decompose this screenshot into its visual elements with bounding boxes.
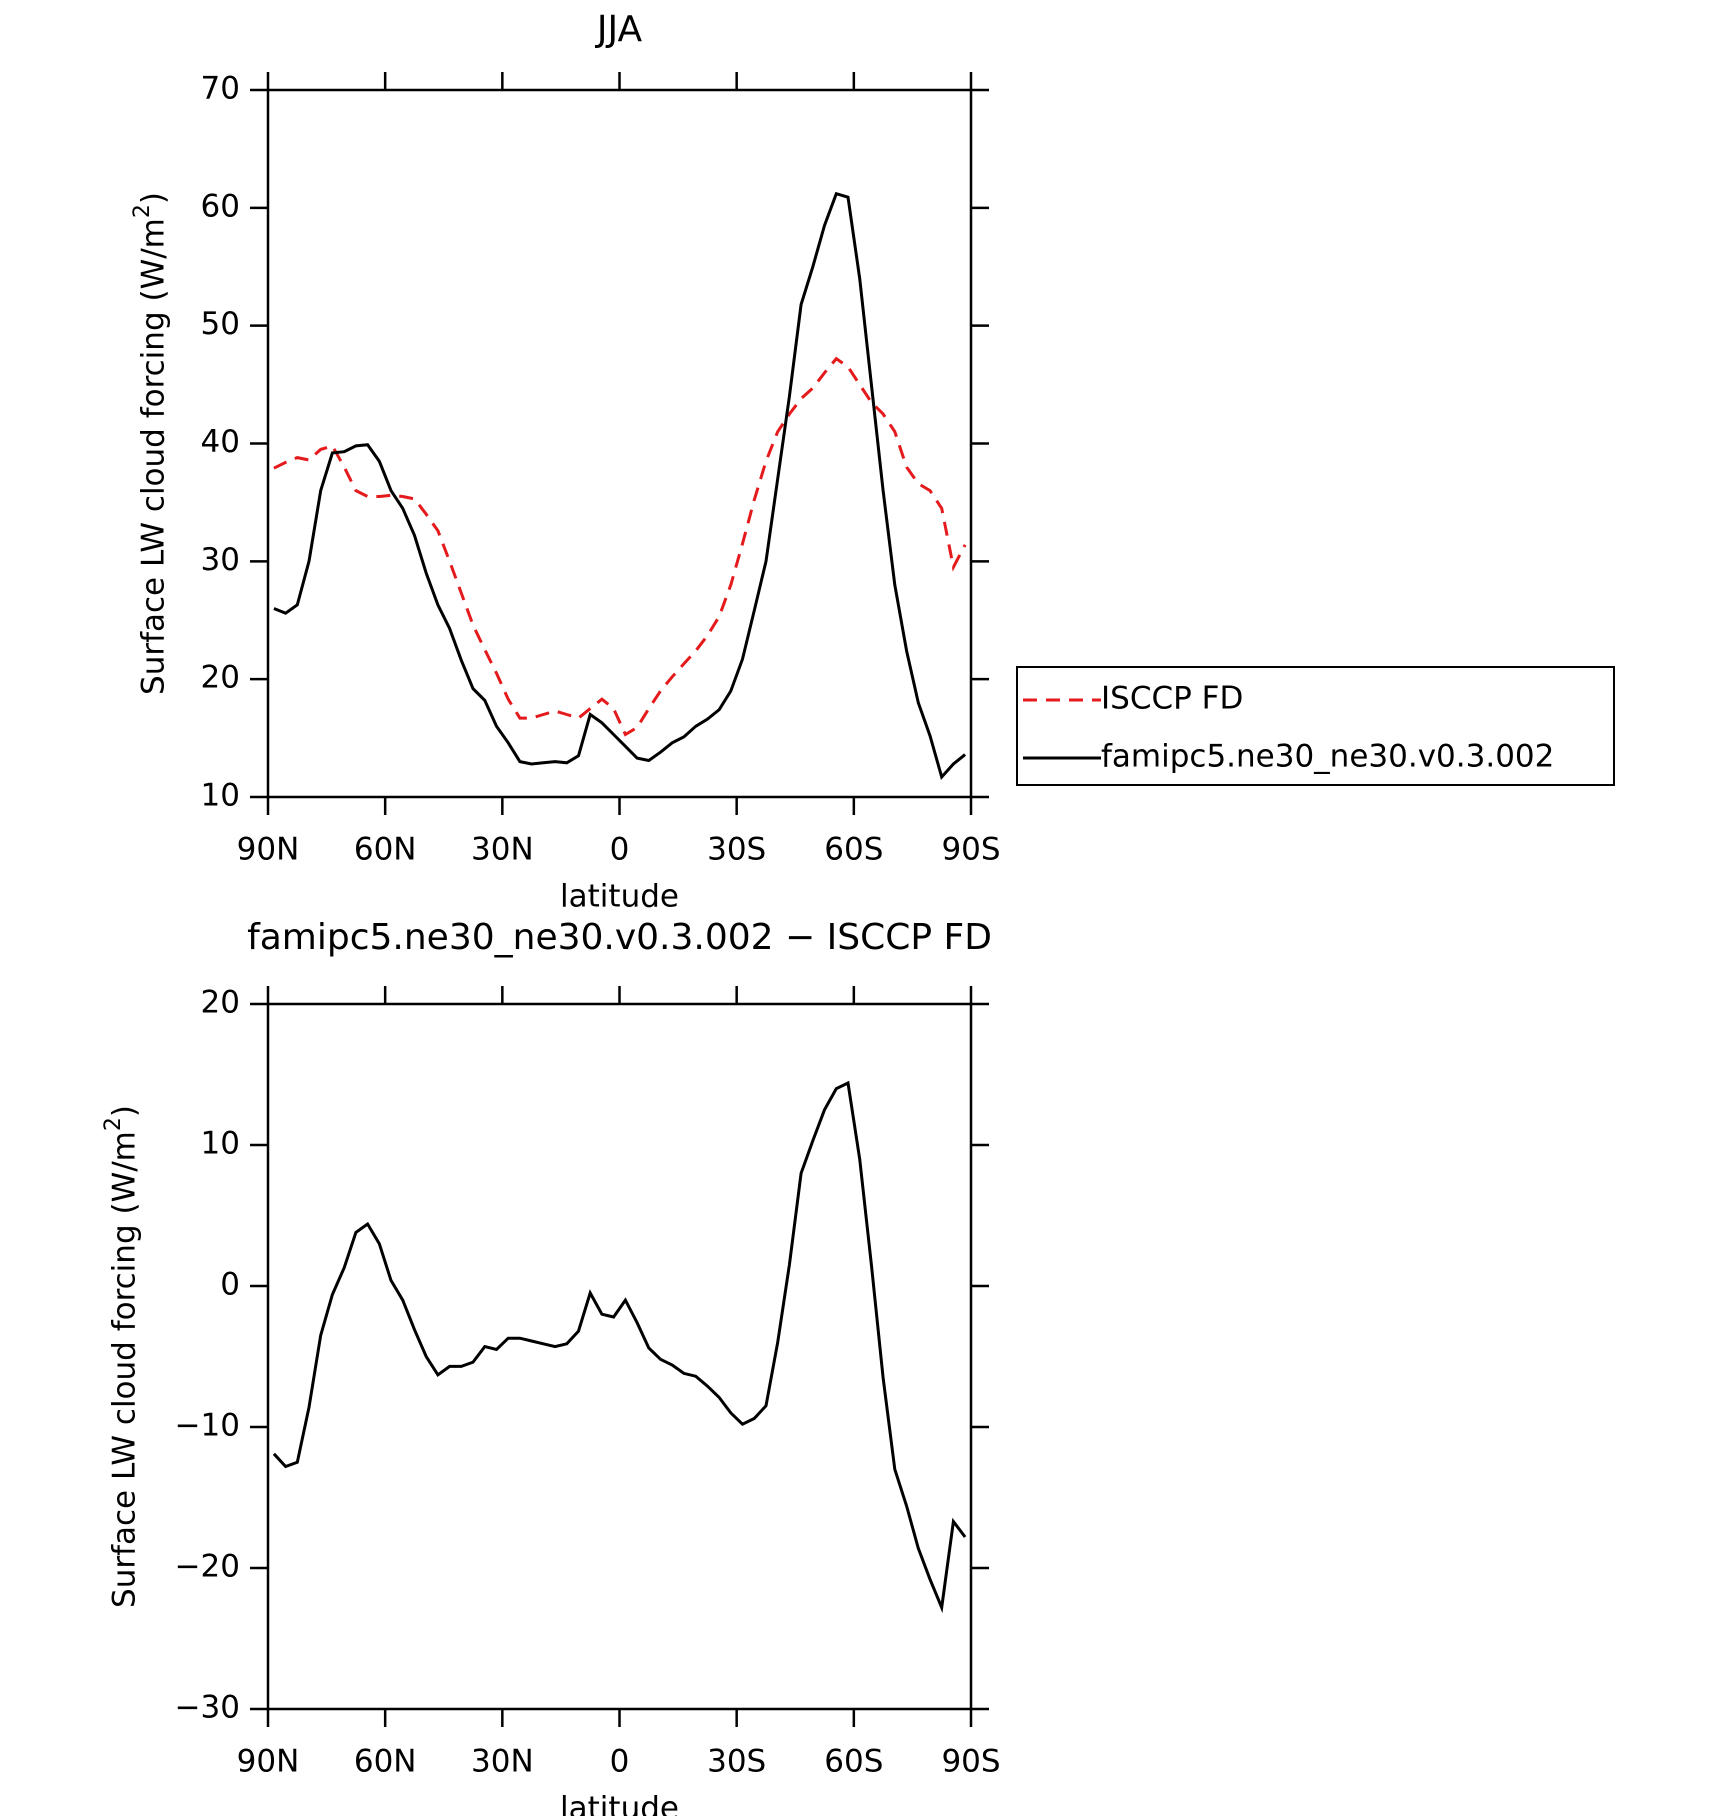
data-line: [273, 191, 967, 781]
chart-title: JJA: [595, 9, 643, 50]
x-tick-label: 30S: [707, 1744, 766, 1780]
y-tick-label: 50: [201, 306, 240, 342]
legend-label: ISCCP FD: [1101, 681, 1243, 717]
data-line: [273, 356, 967, 737]
x-axis-label: latitude: [560, 1791, 679, 1816]
y-tick-label: 10: [201, 1126, 240, 1162]
y-tick-label: 20: [201, 660, 240, 696]
y-tick-label: −20: [175, 1549, 240, 1585]
x-tick-label: 30S: [707, 832, 766, 868]
x-axis-label: latitude: [560, 879, 679, 915]
y-tick-label: −10: [175, 1408, 240, 1444]
y-tick-label: 0: [220, 1267, 240, 1303]
plot-frame: [266, 1002, 973, 1711]
x-tick-label: 30N: [471, 832, 534, 868]
x-tick-label: 90S: [941, 1744, 1000, 1780]
x-tick-label: 90N: [237, 1744, 300, 1780]
y-axis-label: Surface LW cloud forcing (W/m2): [130, 192, 172, 695]
chart-title: famipc5.ne30_ne30.v0.3.002 − ISCCP FD: [247, 917, 992, 958]
data-line: [272, 1080, 967, 1614]
x-tick-label: 60S: [824, 832, 883, 868]
x-tick-label: 60N: [354, 832, 417, 868]
x-tick-label: 90S: [941, 832, 1000, 868]
x-tick-label: 60S: [824, 1744, 883, 1780]
plot-frame: [266, 88, 973, 799]
y-tick-label: 40: [201, 424, 240, 460]
y-axis-label: Surface LW cloud forcing (W/m2): [101, 1105, 143, 1608]
y-tick-label: 20: [201, 985, 240, 1021]
y-tick-label: 70: [201, 71, 240, 107]
x-tick-label: 0: [610, 832, 630, 868]
y-tick-label: 60: [201, 188, 240, 224]
legend-label: famipc5.ne30_ne30.v0.3.002: [1101, 739, 1554, 775]
x-tick-label: 30N: [471, 1744, 534, 1780]
y-tick-label: −30: [175, 1690, 240, 1726]
x-tick-label: 60N: [354, 1744, 417, 1780]
x-tick-label: 90N: [237, 832, 300, 868]
x-tick-label: 0: [610, 1744, 630, 1780]
legend-box: [1016, 666, 1615, 786]
y-tick-label: 10: [201, 778, 240, 814]
y-tick-label: 30: [201, 542, 240, 578]
